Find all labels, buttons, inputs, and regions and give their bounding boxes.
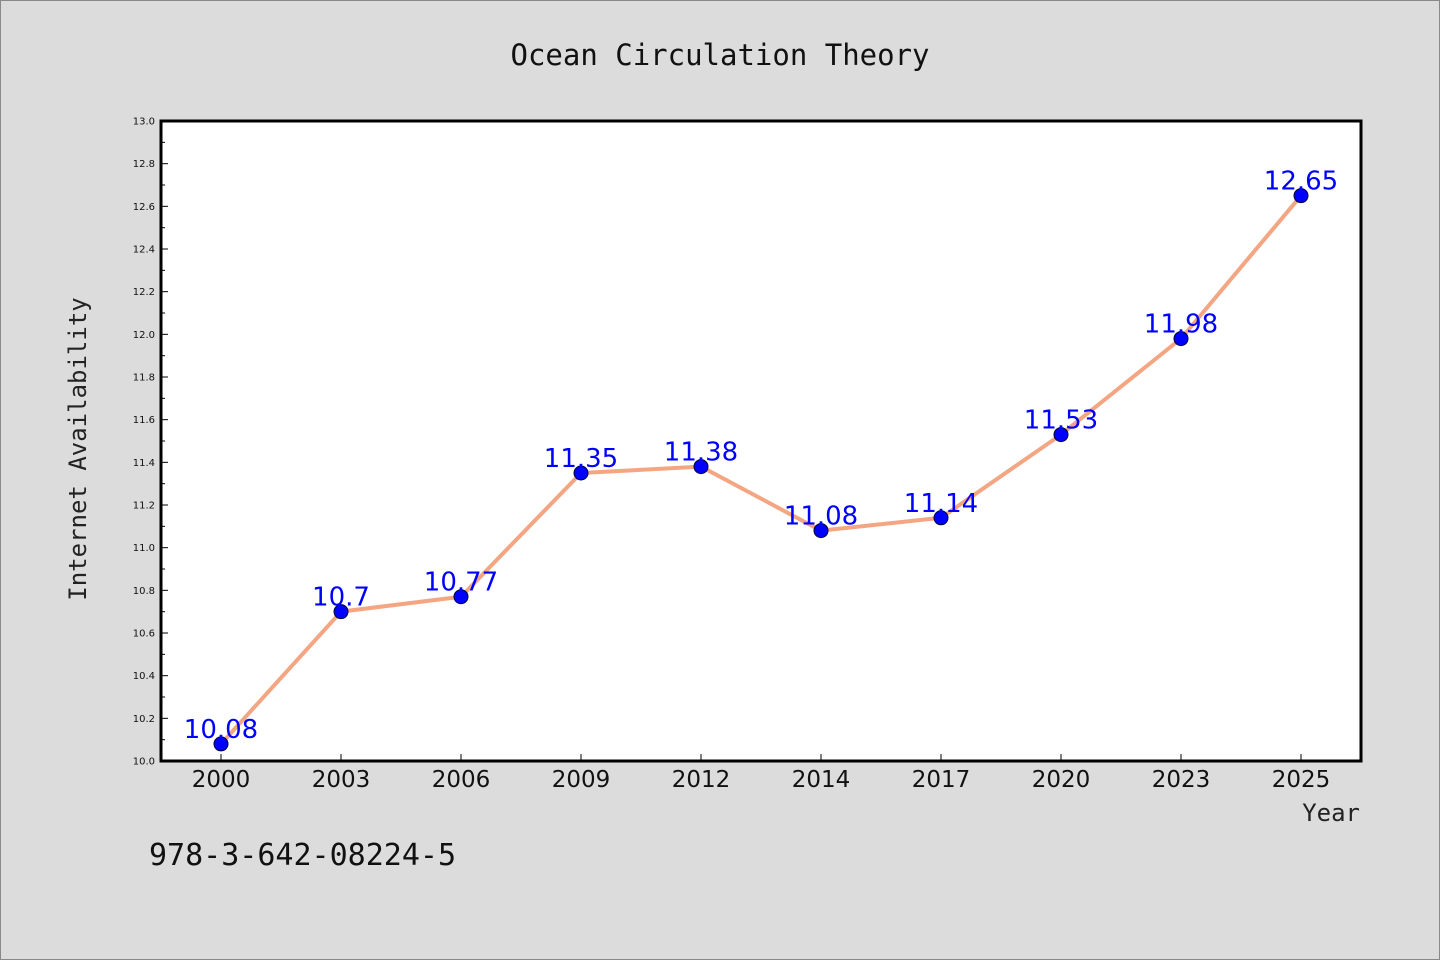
data-point-marker [213,736,229,752]
footer-code: 978-3-642-08224-5 [149,838,456,873]
data-label: 10.77 [424,568,498,598]
x-tick-label: 2023 [1152,767,1211,793]
y-tick-label: 10.4 [133,671,155,682]
x-tick-label: 2000 [192,767,251,793]
y-tick-label: 12.2 [133,287,155,298]
x-tick-label: 2006 [432,767,491,793]
data-points [213,188,1309,752]
data-point-marker [333,604,349,620]
x-tick-label: 2014 [792,767,851,793]
x-axis: 2000 2003 2006 2009 2012 2014 2017 2020 2023 2025 [192,754,1331,793]
data-label: 11.14 [904,489,978,519]
y-tick-label: 12.4 [133,245,155,256]
data-label: 12.65 [1264,167,1338,197]
data-point-marker [1293,188,1309,204]
data-label: 11.38 [664,438,738,468]
y-tick-label: 10.0 [133,757,155,768]
y-tick-label: 10.2 [133,714,155,725]
x-tick-label: 2003 [312,767,371,793]
data-label: 11.53 [1024,406,1098,436]
y-tick-label: 12.8 [133,159,155,170]
x-axis-label: Year [1302,799,1360,827]
data-label: 11.98 [1144,310,1218,340]
y-tick-label: 11.4 [133,458,155,469]
data-point-marker [573,465,589,481]
chart-title: Ocean Circulation Theory [510,38,929,72]
y-tick-label: 11.0 [133,543,155,554]
plot-area [159,119,1363,763]
y-tick-label: 11.2 [133,501,155,512]
y-tick-label: 11.6 [133,415,155,426]
x-tick-label: 2020 [1032,767,1091,793]
y-tick-label: 13.0 [133,117,155,128]
y-tick-label: 11.8 [133,373,155,384]
y-axis: 10.0 10.2 10.4 10.6 10.8 11.0 11.2 11.4 11.6 11.8… [133,117,168,768]
data-label: 11.08 [784,502,858,532]
x-tick-label: 2017 [912,767,971,793]
data-point-marker [933,510,949,526]
x-tick-label: 2012 [672,767,731,793]
y-tick-label: 12.0 [133,330,155,341]
series-line [219,193,1303,746]
data-label: 10.7 [312,583,370,613]
y-axis-label: Internet Availability [64,297,92,600]
data-point-marker [693,459,709,475]
data-point-marker [1173,331,1189,347]
y-tick-label: 10.8 [133,586,155,597]
data-point-marker [813,523,829,539]
y-tick-label: 12.6 [133,202,155,213]
data-point-marker [1053,427,1069,443]
x-tick-label: 2009 [552,767,611,793]
data-labels: 10.08 10.7 10.77 11.35 11.38 11.08 11.14 11.53 1… [184,167,1338,745]
data-point-marker [453,589,469,605]
x-tick-label: 2025 [1272,767,1331,793]
data-label: 10.08 [184,715,258,745]
y-tick-label: 10.6 [133,629,155,640]
data-label: 11.35 [544,444,618,474]
